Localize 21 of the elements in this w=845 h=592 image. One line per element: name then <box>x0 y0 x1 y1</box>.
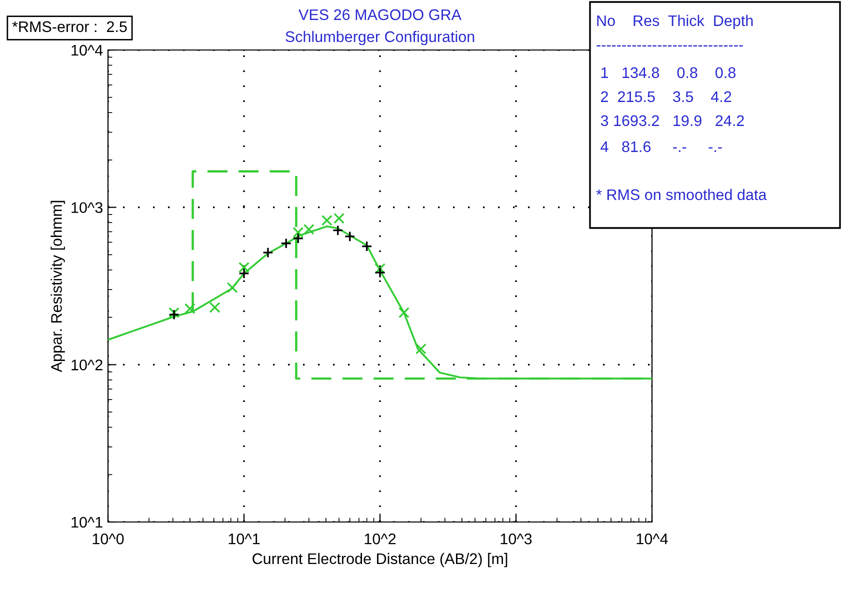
annotation: 4 81.6 -.- -.- <box>600 141 722 152</box>
x-tick-label: 10^2 <box>364 534 396 544</box>
chart-title: VES 26 MAGODO GRA <box>298 9 462 20</box>
y-axis-title: Appar. Resistivity [ohmm] <box>50 200 65 372</box>
text: ----------------------------- <box>596 45 743 46</box>
x-tick-label: 10^0 <box>92 534 124 544</box>
x-tick-label: 10^3 <box>500 534 532 544</box>
annotation: 1 134.8 0.8 0.8 <box>601 67 736 78</box>
x-tick-label: 10^1 <box>228 534 260 544</box>
text: *RMS-error : 2.5 <box>12 21 127 32</box>
annotation: 3 1693.2 19.9 24.2 <box>600 115 744 126</box>
annotation: * RMS on smoothed data <box>596 188 767 200</box>
text: No Res Thick Depth <box>597 14 753 30</box>
annotation: 2 215.5 3.5 4.2 <box>601 91 732 102</box>
y-tick-label: 10^2 <box>72 360 102 370</box>
x-axis-title: Current Electrode Distance (AB/2) [m] <box>252 552 508 568</box>
y-tick-label: 10^4 <box>72 44 103 56</box>
y-tick-label: 10^3 <box>72 202 102 214</box>
chart-subtitle: Schlumberger Configuration <box>286 30 474 46</box>
x-tick-label: 10^4 <box>636 534 668 544</box>
y-tick-label: 10^1 <box>72 516 102 528</box>
